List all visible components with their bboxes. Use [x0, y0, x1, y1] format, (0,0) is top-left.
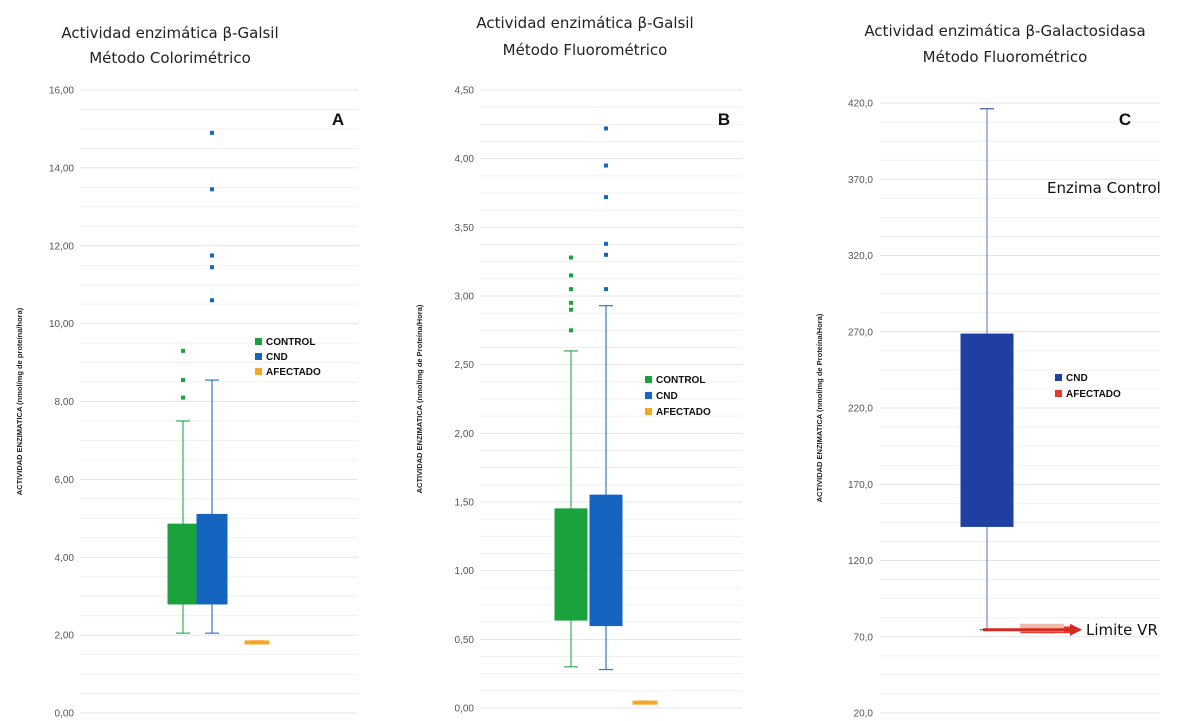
chart-title: Actividad enzimática β-Galactosidasa — [864, 22, 1145, 40]
box-rect — [632, 700, 658, 705]
annotation-limite-vr: Limite VR — [1086, 621, 1158, 639]
y-tick-label: 14,00 — [49, 163, 74, 174]
afectado-band — [1020, 623, 1064, 632]
y-tick-label: 10,00 — [49, 319, 74, 330]
outlier-point — [569, 287, 573, 292]
box-rect — [244, 640, 270, 645]
box-cnd — [196, 130, 228, 634]
outlier-point — [604, 241, 608, 246]
y-tick-label: 0,50 — [455, 635, 475, 646]
y-tick-label: 170,0 — [848, 480, 873, 491]
box-afectado — [632, 700, 658, 705]
chart-subtitle: Método Fluorométrico — [503, 41, 668, 59]
box-rect — [960, 333, 1014, 527]
y-tick-label: 4,00 — [55, 553, 75, 564]
chart-subtitle: Método Colorimétrico — [89, 49, 251, 67]
legend-swatch — [1055, 374, 1062, 381]
y-tick-label: 0,00 — [455, 704, 475, 715]
outlier-point — [569, 328, 573, 333]
box-cnd — [960, 108, 1014, 631]
outlier-point — [181, 378, 185, 383]
chart-title: Actividad enzimática β-Galsil — [476, 14, 693, 32]
y-tick-label: 2,00 — [455, 429, 475, 440]
y-tick-label: 2,50 — [455, 360, 475, 371]
y-tick-label: 120,0 — [848, 556, 873, 567]
y-tick-label: 20,0 — [854, 709, 874, 720]
outlier-point — [210, 265, 214, 270]
outlier-point — [210, 298, 214, 303]
chart-panel-c: Actividad enzimática β-Galactosidasa Méto… — [815, 22, 1161, 720]
box-rect — [589, 494, 623, 627]
legend-swatch — [1055, 390, 1062, 397]
y-tick-label: 3,00 — [455, 292, 475, 303]
outlier-point — [569, 255, 573, 260]
y-tick-label: 12,00 — [49, 241, 74, 252]
y-tick-label: 370,0 — [848, 175, 873, 186]
box-cnd — [589, 126, 623, 671]
chart-subtitle: Método Fluorométrico — [923, 48, 1088, 66]
outlier-point — [604, 287, 608, 292]
box-control — [167, 348, 199, 634]
panel-label: B — [718, 110, 730, 129]
y-tick-label: 220,0 — [848, 404, 873, 415]
y-axis-label: ACTIVIDAD ENZIMATICA (nmol/mg de proteín… — [15, 307, 24, 495]
limit-arrow-head — [1070, 623, 1082, 636]
box-rect — [196, 513, 228, 605]
outlier-point — [210, 187, 214, 192]
outlier-point — [210, 130, 214, 135]
outlier-point — [569, 300, 573, 305]
y-tick-label: 1,00 — [455, 566, 475, 577]
legend-swatch — [255, 353, 262, 360]
outlier-point — [604, 163, 608, 168]
y-tick-label: 70,0 — [854, 632, 874, 643]
legend-swatch — [255, 338, 262, 345]
panel-label: A — [332, 110, 344, 129]
outlier-point — [569, 273, 573, 278]
legend-swatch — [645, 408, 652, 415]
legend-label: CND — [656, 391, 678, 402]
box-control — [554, 255, 588, 668]
y-tick-label: 3,50 — [455, 223, 475, 234]
chart-panel-a: Actividad enzimática β-Galsil Método Colo… — [15, 24, 358, 720]
legend-label: AFECTADO — [656, 407, 711, 418]
outlier-point — [604, 126, 608, 131]
outlier-point — [181, 395, 185, 400]
annotation-enzima-control: Enzima Control — [1047, 179, 1161, 197]
y-tick-label: 6,00 — [55, 475, 75, 486]
outlier-point — [569, 307, 573, 312]
y-tick-label: 0,00 — [55, 709, 75, 720]
legend-label: CND — [1066, 373, 1088, 384]
y-axis-label: ACTIVIDAD ENZIMATICA (nmol/mg de Proteín… — [415, 304, 424, 493]
panel-label: C — [1119, 110, 1131, 129]
legend-label: CONTROL — [266, 337, 315, 348]
y-tick-label: 8,00 — [55, 397, 75, 408]
legend-swatch — [255, 368, 262, 375]
outlier-point — [181, 348, 185, 353]
y-tick-label: 4,50 — [455, 86, 475, 97]
box-rect — [554, 508, 588, 621]
legend-label: AFECTADO — [1066, 389, 1121, 400]
y-tick-label: 270,0 — [848, 327, 873, 338]
legend-label: CONTROL — [656, 375, 705, 386]
legend-swatch — [645, 376, 652, 383]
legend-label: AFECTADO — [266, 367, 321, 378]
y-tick-label: 1,50 — [455, 498, 475, 509]
box-afectado — [244, 640, 270, 645]
outlier-point — [604, 195, 608, 200]
y-tick-label: 420,0 — [848, 99, 873, 110]
y-tick-label: 4,00 — [455, 154, 475, 165]
y-tick-label: 2,00 — [55, 631, 75, 642]
box-rect — [167, 523, 199, 605]
y-tick-label: 320,0 — [848, 251, 873, 262]
legend-label: CND — [266, 352, 288, 363]
outlier-point — [210, 253, 214, 258]
legend-swatch — [645, 392, 652, 399]
y-tick-label: 16,00 — [49, 86, 74, 97]
chart-title: Actividad enzimática β-Galsil — [61, 24, 278, 42]
outlier-point — [604, 252, 608, 257]
y-axis-label: ACTIVIDAD ENZIMATICA (nmol/mg de Proteín… — [815, 313, 824, 502]
chart-panel-b: Actividad enzimática β-Galsil Método Fluo… — [415, 14, 742, 715]
